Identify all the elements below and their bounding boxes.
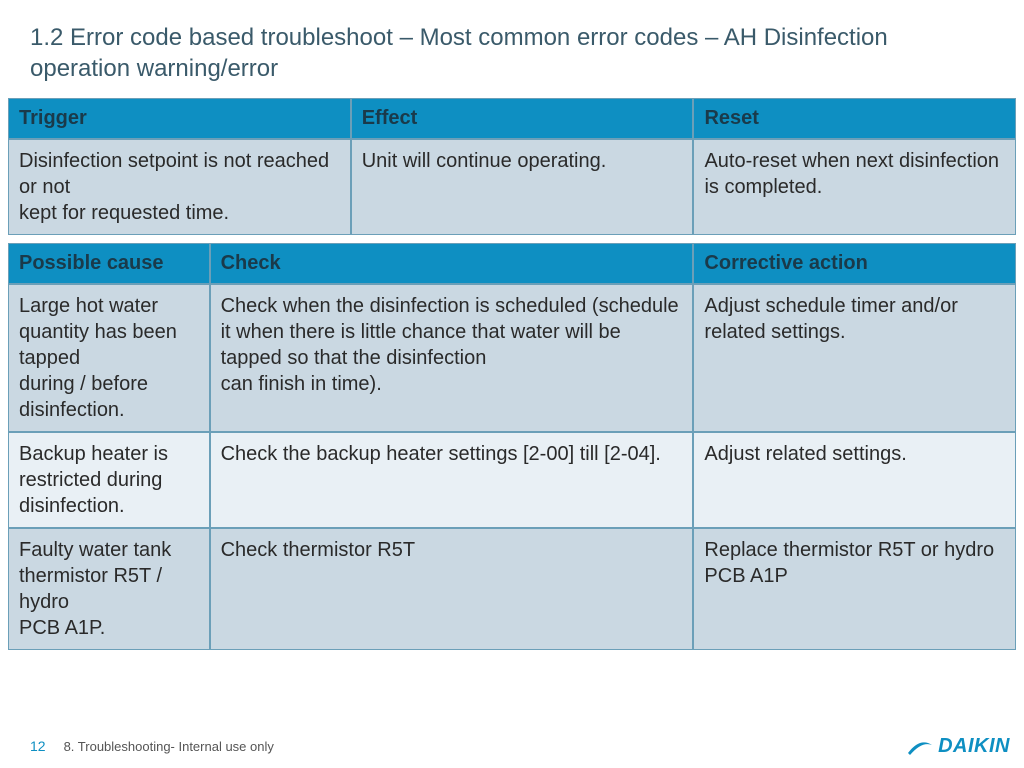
slide-title: 1.2 Error code based troubleshoot – Most…: [0, 0, 1024, 98]
table2-check-cell: Check the backup heater settings [2-00] …: [210, 432, 694, 528]
table2-check-cell: Check when the disinfection is scheduled…: [210, 284, 694, 432]
table2-header-cause: Possible cause: [8, 243, 210, 284]
table2-row: Backup heater is restricted during disin…: [8, 432, 1016, 528]
table1-reset-cell: Auto-reset when next disinfection is com…: [693, 139, 1016, 235]
tables-container: Trigger Effect Reset Disinfection setpoi…: [0, 98, 1024, 650]
trigger-effect-reset-table: Trigger Effect Reset Disinfection setpoi…: [8, 98, 1016, 235]
brand-name: DAIKIN: [938, 735, 1010, 758]
table2-cause-cell: Backup heater is restricted during disin…: [8, 432, 210, 528]
table2-cause-cell: Large hot water quantity has been tapped…: [8, 284, 210, 432]
page-number: 12: [30, 738, 46, 754]
table1-header-effect: Effect: [351, 98, 694, 139]
table1-header-trigger: Trigger: [8, 98, 351, 139]
table1-trigger-cell: Disinfection setpoint is not reached or …: [8, 139, 351, 235]
slide-footer: 12 8. Troubleshooting- Internal use only…: [0, 730, 1024, 768]
table2-header-row: Possible cause Check Corrective action: [8, 243, 1016, 284]
table2-action-cell: Adjust related settings.: [693, 432, 1016, 528]
table1-effect-cell: Unit will continue operating.: [351, 139, 694, 235]
table2-header-action: Corrective action: [693, 243, 1016, 284]
brand-logo: DAIKIN: [906, 735, 1010, 758]
table2-header-check: Check: [210, 243, 694, 284]
table2-row: Faulty water tank thermistor R5T / hydro…: [8, 528, 1016, 650]
table1-row: Disinfection setpoint is not reached or …: [8, 139, 1016, 235]
table1-header-reset: Reset: [693, 98, 1016, 139]
table2-action-cell: Adjust schedule timer and/or related set…: [693, 284, 1016, 432]
table2-action-cell: Replace thermistor R5T or hydro PCB A1P: [693, 528, 1016, 650]
table2-cause-cell: Faulty water tank thermistor R5T / hydro…: [8, 528, 210, 650]
table2-row: Large hot water quantity has been tapped…: [8, 284, 1016, 432]
footer-text: 8. Troubleshooting- Internal use only: [64, 739, 907, 754]
swoosh-icon: [906, 735, 934, 757]
table2-check-cell: Check thermistor R5T: [210, 528, 694, 650]
table1-header-row: Trigger Effect Reset: [8, 98, 1016, 139]
cause-check-action-table: Possible cause Check Corrective action L…: [8, 243, 1016, 650]
